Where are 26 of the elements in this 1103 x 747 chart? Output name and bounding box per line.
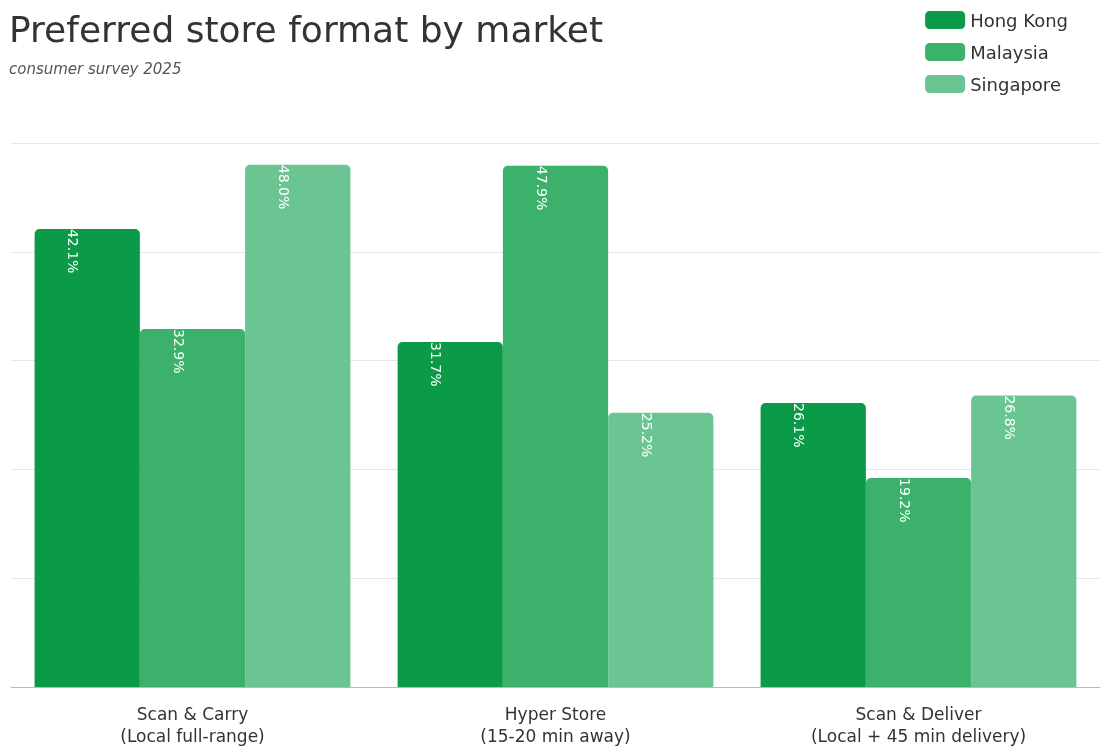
data-label: 26.1% xyxy=(791,403,808,448)
bar xyxy=(34,228,140,687)
bar xyxy=(502,165,609,687)
legend-label: Malaysia xyxy=(970,41,1049,63)
bar xyxy=(608,412,714,687)
chart-title: Preferred store format by market xyxy=(9,8,604,50)
bar xyxy=(245,164,351,687)
data-label: 48.0% xyxy=(275,164,292,210)
bar xyxy=(971,395,1077,687)
data-label: 19.2% xyxy=(896,478,913,523)
data-label: 26.8% xyxy=(1001,395,1018,440)
legend-label: Singapore xyxy=(970,73,1061,95)
data-label: 25.2% xyxy=(638,412,655,458)
data-label: 42.1% xyxy=(65,228,82,274)
bar xyxy=(139,329,246,687)
data-label: 47.9% xyxy=(533,165,550,211)
bar xyxy=(397,342,503,687)
data-label: 32.9% xyxy=(170,329,187,374)
x-tick-label: Scan & Deliver (Local + 45 min delivery) xyxy=(810,704,1027,746)
x-tick-label: Hyper Store (15-20 min away) xyxy=(480,704,631,746)
bar xyxy=(760,403,866,687)
chart-subtitle: consumer survey 2025 xyxy=(9,59,182,78)
x-tick-label: Scan & Carry (Local full-range) xyxy=(120,704,265,746)
legend-label: Hong Kong xyxy=(970,9,1068,31)
bar xyxy=(865,478,972,687)
data-label: 31.7% xyxy=(428,342,445,387)
